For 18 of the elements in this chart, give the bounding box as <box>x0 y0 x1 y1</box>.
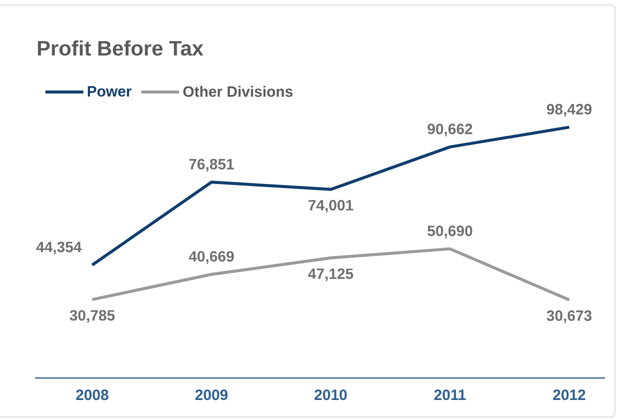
chart-title: Profit Before Tax <box>38 40 204 56</box>
legend-label: Other Divisions <box>183 86 293 97</box>
x-tick-label: 2011 <box>434 390 466 400</box>
data-label: 98,429 <box>546 104 592 117</box>
data-label: 74,001 <box>308 200 354 213</box>
data-label: 44,354 <box>36 242 82 254</box>
data-label: 30,785 <box>70 310 115 323</box>
x-tick-label: 2010 <box>314 390 347 400</box>
legend-label: Power <box>88 86 132 97</box>
x-tick-label: 2012 <box>553 390 586 400</box>
data-label: 47,125 <box>308 268 354 282</box>
x-tick-label: 2009 <box>195 390 228 400</box>
data-label: 76,851 <box>189 158 234 172</box>
x-tick-label: 2008 <box>76 390 108 400</box>
data-label: 40,669 <box>188 251 234 264</box>
data-label: 50,690 <box>428 226 472 238</box>
data-label: 90,662 <box>428 124 472 136</box>
data-label: 30,673 <box>546 310 592 324</box>
